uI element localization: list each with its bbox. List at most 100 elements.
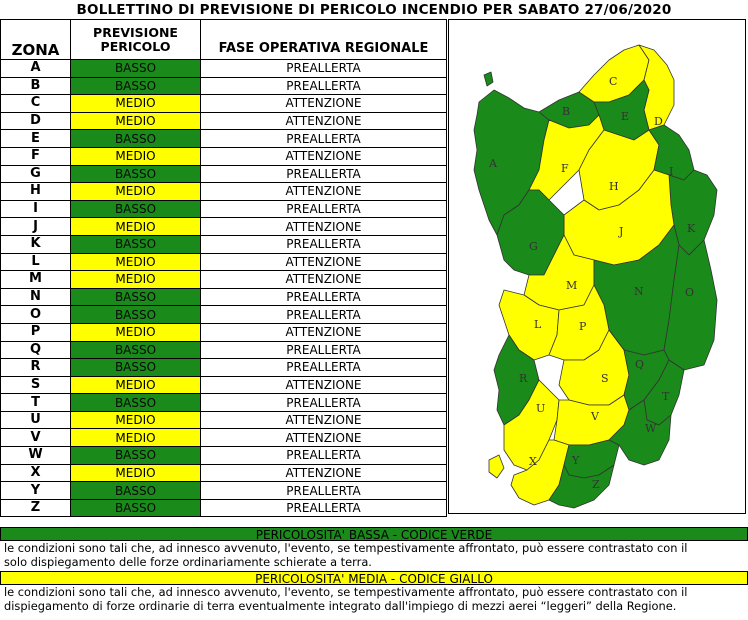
map-label-i: I [669,165,673,178]
table-row: I BASSO PREALLERTA [0,199,447,219]
zone-operative-phase: ATTENZIONE [200,217,447,236]
zone-operative-phase: PREALLERTA [200,498,447,518]
table-row: A BASSO PREALLERTA [0,59,447,78]
table-row: E BASSO PREALLERTA [0,129,447,148]
map-label-g: G [529,240,538,253]
bulletin-title: BOLLETTINO DI PREVISIONE DI PERICOLO INC… [76,2,672,18]
map-label-r: R [519,372,528,385]
table-header-row: ZONA PREVISIONE PERICOLO FASE OPERATIVA … [0,19,447,60]
zone-danger-level: BASSO [70,59,201,78]
table-row: Z BASSO PREALLERTA [0,498,447,518]
zone-operative-phase: ATTENZIONE [200,252,447,272]
zone-danger-level: MEDIO [70,111,201,131]
zone-letter: C [0,94,71,113]
zone-operative-phase: PREALLERTA [200,287,447,307]
map-label-c: C [609,75,617,88]
zone-operative-phase: PREALLERTA [200,164,447,184]
table-row: F MEDIO ATTENZIONE [0,146,447,166]
zones-table-body: A BASSO PREALLERTA B BASSO PREALLERTA C MEDIO AT… [0,59,447,518]
zone-letter: R [0,358,71,377]
table-row: J MEDIO ATTENZIONE [0,217,447,236]
zone-danger-level: BASSO [70,287,201,307]
table-row: P MEDIO ATTENZIONE [0,322,447,342]
map-label-t: T [662,390,670,403]
zone-operative-phase: ATTENZIONE [200,322,447,342]
map-label-u: U [536,402,545,415]
zone-operative-phase: ATTENZIONE [200,375,447,395]
zone-danger-level: BASSO [70,305,201,324]
zone-operative-phase: PREALLERTA [200,446,447,465]
map-label-f: F [561,162,569,175]
zone-letter: H [0,182,71,201]
map-zone-z [548,464,615,509]
zone-danger-level: BASSO [70,199,201,219]
legend-media-line1: le condizioni sono tali che, ad innesco … [4,585,688,599]
zone-operative-phase: PREALLERTA [200,199,447,219]
table-row: R BASSO PREALLERTA [0,358,447,377]
zone-letter: L [0,252,71,272]
zone-danger-level: BASSO [70,393,201,412]
header-previsione-line2: PERICOLO [100,38,171,54]
zone-letter: Q [0,340,71,360]
zone-danger-level: MEDIO [70,217,201,236]
zone-operative-phase: PREALLERTA [200,76,447,96]
zone-letter: X [0,463,71,483]
zone-letter: G [0,164,71,184]
map-label-a: A [488,157,498,170]
table-row: L MEDIO ATTENZIONE [0,252,447,272]
zone-letter: U [0,410,71,430]
map-label-s: S [601,372,609,385]
table-row: U MEDIO ATTENZIONE [0,410,447,430]
table-row: C MEDIO ATTENZIONE [0,94,447,113]
zone-operative-phase: PREALLERTA [200,305,447,324]
map-label-x: X [529,455,537,468]
zone-danger-level: MEDIO [70,428,201,448]
map-zone-g [496,189,565,276]
zone-letter: J [0,217,71,236]
map-label-q: Q [635,358,644,371]
zone-danger-level: MEDIO [70,270,201,289]
map-label-j: J [618,225,623,238]
zone-letter: F [0,146,71,166]
zone-danger-level: MEDIO [70,375,201,395]
zone-danger-level: MEDIO [70,182,201,201]
map-label-o: O [685,286,694,299]
zone-danger-level: MEDIO [70,410,201,430]
table-row: W BASSO PREALLERTA [0,446,447,465]
zone-operative-phase: PREALLERTA [200,393,447,412]
legend-media-title: PERICOLOSITA' MEDIA - CODICE GIALLO [0,571,748,586]
zone-operative-phase: ATTENZIONE [200,270,447,289]
table-row: B BASSO PREALLERTA [0,76,447,96]
zone-letter: N [0,287,71,307]
zone-danger-level: BASSO [70,481,201,500]
zone-letter: K [0,234,71,254]
table-row: X MEDIO ATTENZIONE [0,463,447,483]
zone-danger-level: BASSO [70,164,201,184]
table-row: S MEDIO ATTENZIONE [0,375,447,395]
zone-letter: M [0,270,71,289]
header-previsione-line1: PREVISIONE [93,24,178,40]
zone-letter: T [0,393,71,412]
legend: PERICOLOSITA' BASSA - CODICE VERDE le co… [0,527,748,615]
map-label-l: L [534,318,542,331]
map-islet-x [488,454,505,479]
zone-operative-phase: ATTENZIONE [200,410,447,430]
zone-letter: D [0,111,71,131]
header-previsione: PREVISIONE PERICOLO [70,19,201,60]
legend-media-text: le condizioni sono tali che, ad innesco … [0,585,748,615]
legend-bassa-line2: solo dispiegamento delle forze ordinaria… [4,554,372,569]
zone-letter: P [0,322,71,342]
zone-operative-phase: ATTENZIONE [200,111,447,131]
table-row: Y BASSO PREALLERTA [0,481,447,500]
zone-letter: O [0,305,71,324]
zone-danger-level: BASSO [70,129,201,148]
zone-operative-phase: PREALLERTA [200,358,447,377]
map-label-v: V [590,410,600,423]
zone-operative-phase: PREALLERTA [200,129,447,148]
zone-danger-level: MEDIO [70,94,201,113]
zone-danger-level: BASSO [70,340,201,360]
map-label-e: E [621,110,629,123]
table-row: O BASSO PREALLERTA [0,305,447,324]
map-label-h: H [609,180,619,193]
